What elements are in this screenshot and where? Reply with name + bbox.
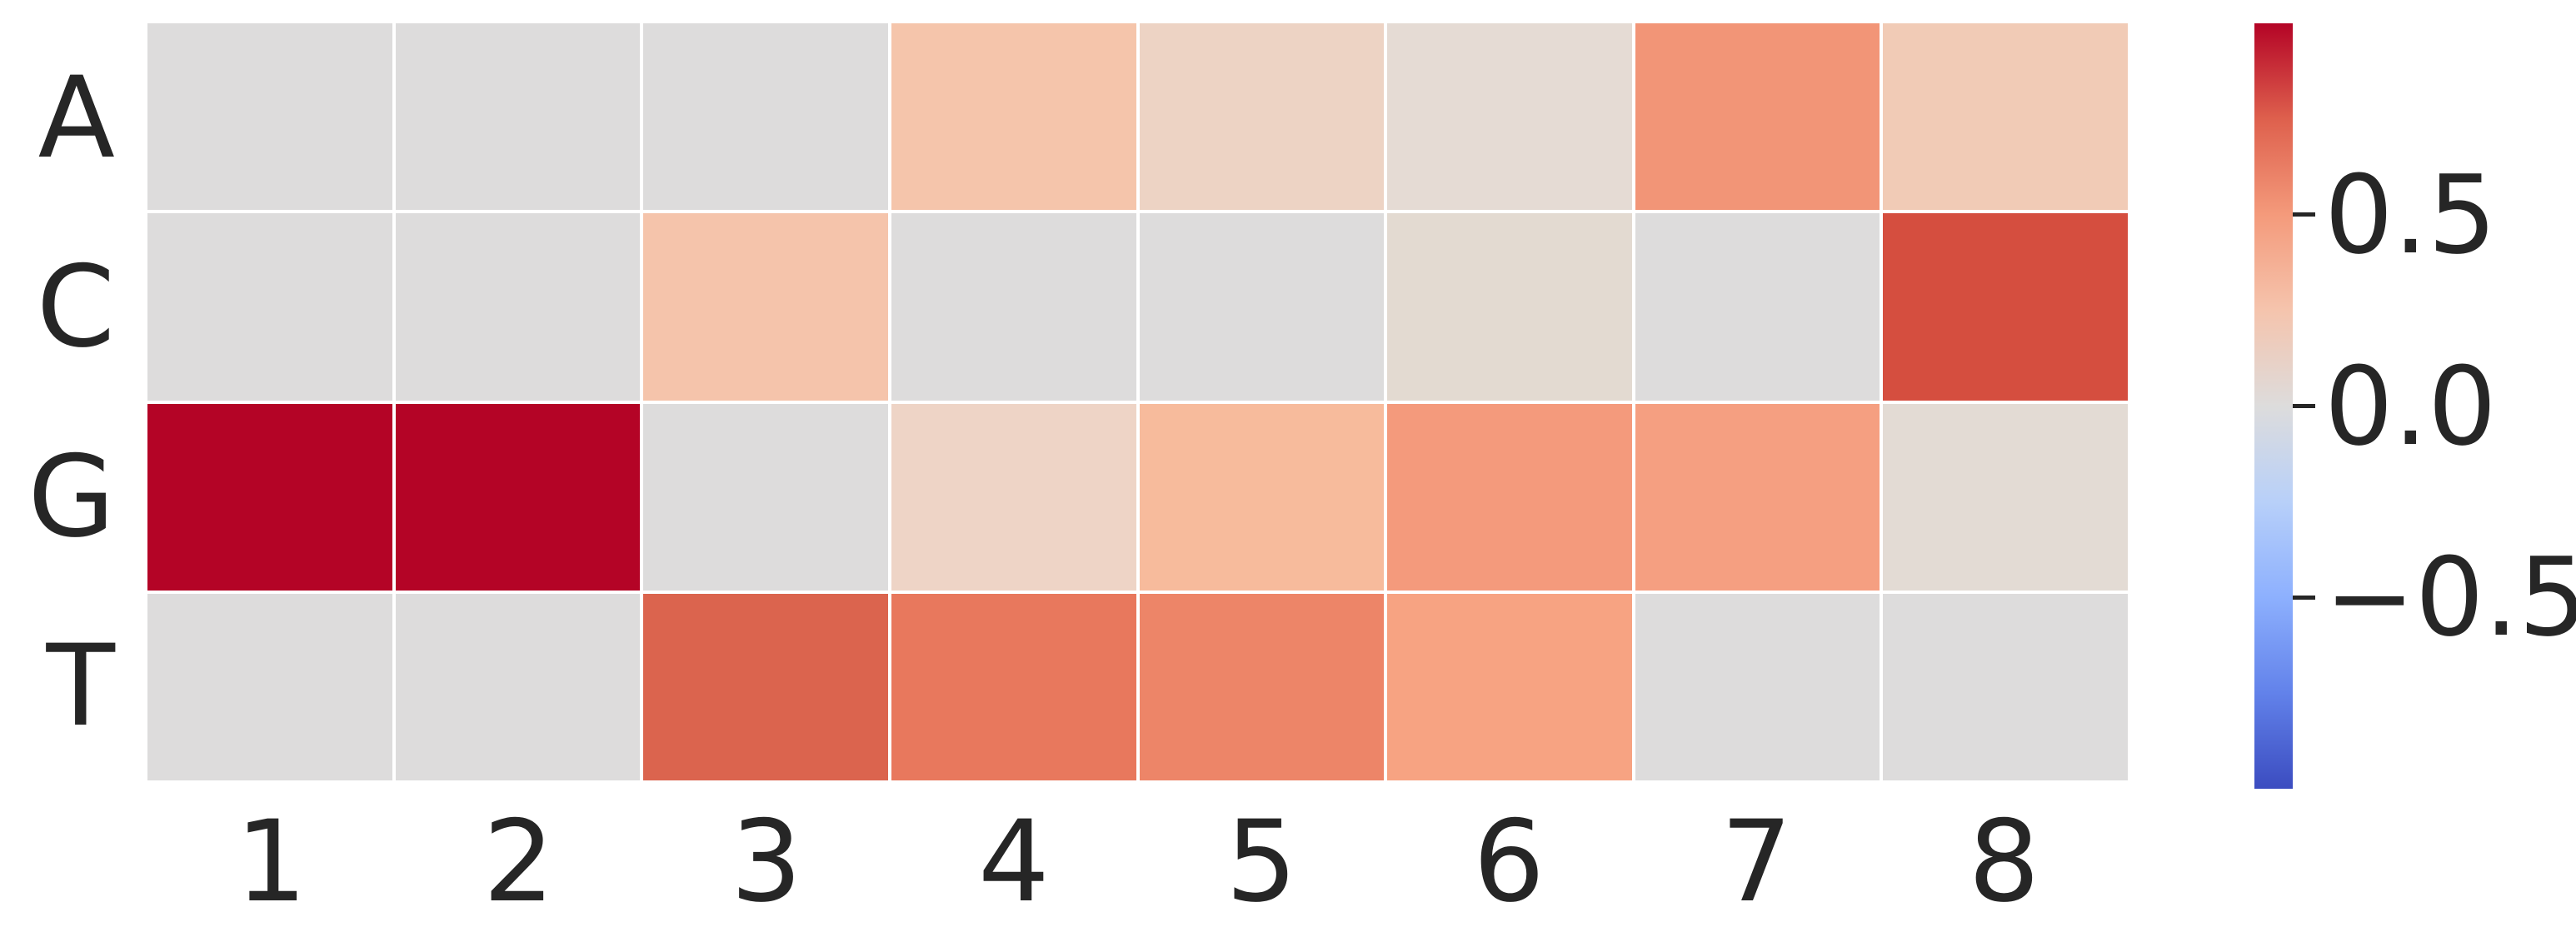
heatmap-cell-A5 <box>1139 23 1385 211</box>
colorbar-tick-label-0.5: 0.5 <box>2324 151 2497 278</box>
x-tick-label-7: 7 <box>1720 796 1793 927</box>
heatmap-cell-C2 <box>395 213 641 401</box>
heatmap-cell-A3 <box>643 23 888 211</box>
heatmap-cell-A1 <box>147 23 392 211</box>
heatmap-cell-C3 <box>643 213 888 401</box>
x-tick-label-8: 8 <box>1968 796 2040 927</box>
x-tick-label-2: 2 <box>482 796 555 927</box>
heatmap-cell-A8 <box>1883 23 2128 211</box>
heatmap-cell-G2 <box>395 403 641 591</box>
heatmap-cell-A4 <box>891 23 1136 211</box>
y-tick-label-C: C <box>36 242 115 373</box>
colorbar-tick-mark-−0.5 <box>2293 595 2315 600</box>
y-tick-label-A: A <box>37 52 115 184</box>
heatmap-cell-T7 <box>1635 593 1880 780</box>
heatmap-cell-T1 <box>147 593 392 780</box>
heatmap-cell-G5 <box>1139 403 1385 591</box>
heatmap-cell-T5 <box>1139 593 1385 780</box>
colorbar-gradient <box>2254 23 2293 789</box>
heatmap-grid <box>147 23 2128 780</box>
x-tick-label-1: 1 <box>235 796 307 927</box>
x-tick-label-5: 5 <box>1226 796 1298 927</box>
x-tick-label-3: 3 <box>730 796 802 927</box>
heatmap-cell-G1 <box>147 403 392 591</box>
heatmap-cell-G3 <box>643 403 888 591</box>
heatmap-cell-T3 <box>643 593 888 780</box>
heatmap-cell-C4 <box>891 213 1136 401</box>
colorbar-tick-label-0.0: 0.0 <box>2324 342 2497 470</box>
heatmap-cell-T8 <box>1883 593 2128 780</box>
heatmap-cell-G8 <box>1883 403 2128 591</box>
heatmap-cell-A7 <box>1635 23 1880 211</box>
colorbar-tick-label-−0.5: −0.5 <box>2324 534 2576 661</box>
heatmap-cell-G6 <box>1387 403 1632 591</box>
heatmap-cell-G7 <box>1635 403 1880 591</box>
colorbar-tick-mark-0.5 <box>2293 212 2315 217</box>
heatmap-cell-C7 <box>1635 213 1880 401</box>
heatmap-cell-G4 <box>891 403 1136 591</box>
heatmap-cell-T6 <box>1387 593 1632 780</box>
heatmap-cell-C8 <box>1883 213 2128 401</box>
x-tick-label-6: 6 <box>1473 796 1545 927</box>
heatmap-cell-A2 <box>395 23 641 211</box>
heatmap-cell-T4 <box>891 593 1136 780</box>
heatmap-cell-T2 <box>395 593 641 780</box>
colorbar-tick-mark-0.0 <box>2293 404 2315 408</box>
heatmap-cell-A6 <box>1387 23 1632 211</box>
heatmap-cell-C1 <box>147 213 392 401</box>
y-tick-label-T: T <box>46 620 115 751</box>
y-tick-label-G: G <box>27 431 115 562</box>
heatmap-cell-C6 <box>1387 213 1632 401</box>
heatmap-cell-C5 <box>1139 213 1385 401</box>
x-tick-label-4: 4 <box>977 796 1050 927</box>
